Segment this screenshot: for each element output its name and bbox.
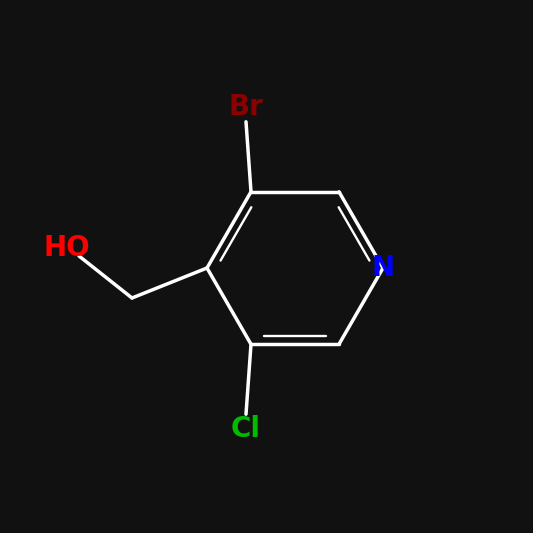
Text: N: N bbox=[372, 254, 394, 282]
Text: Br: Br bbox=[229, 93, 263, 121]
Text: Cl: Cl bbox=[231, 415, 261, 443]
Text: HO: HO bbox=[44, 234, 90, 262]
